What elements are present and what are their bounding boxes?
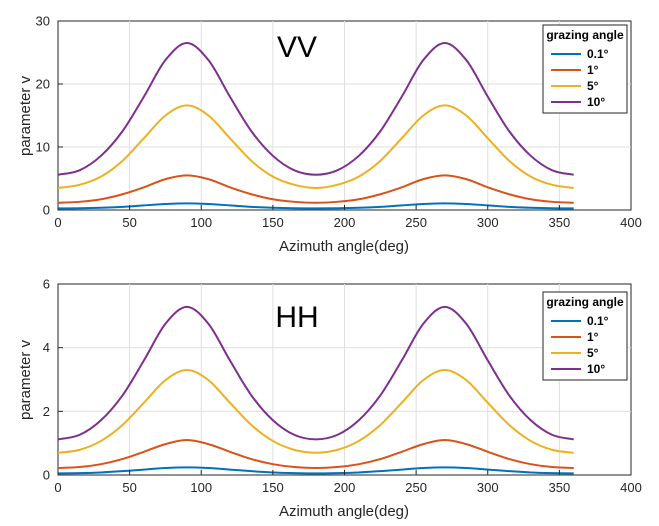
hh-series [57,305,574,475]
hh-y-tick-label: 4 [43,340,50,355]
vv-legend-label-4: 10° [587,95,605,109]
hh-series-line-4 [57,305,574,441]
vv-chart-title: VV [277,31,317,64]
vv-x-tick-label: 350 [549,215,571,230]
hh-chart-title: HH [275,301,318,334]
hh-x-tick-label: 400 [620,480,642,495]
vv-x-tick-label: 0 [54,215,61,230]
hh-ticks: 0 50 100 150 200 250 300 350 400 0 2 4 6 [43,277,642,496]
hh-panel: 0 50 100 150 200 250 300 350 400 0 2 4 6 HH Azimuth … [17,277,642,521]
hh-y-tick-label: 0 [43,468,50,483]
hh-x-tick-label: 150 [262,480,284,495]
vv-x-tick-label: 300 [477,215,499,230]
vv-series-line-4 [57,42,574,176]
vv-legend-label-3: 5° [587,79,599,93]
vv-x-tick-label: 50 [122,215,136,230]
vv-y-tick-label: 10 [36,140,50,155]
vv-x-tick-label: 250 [405,215,427,230]
hh-x-tick-label: 100 [190,480,212,495]
vv-series-line-3 [57,104,574,189]
vv-legend-entries: 0.1° 1° 5° 10° [551,47,609,109]
vv-y-tick-label: 30 [36,14,50,29]
hh-legend-label-3: 5° [587,346,599,360]
vv-y-tick-label: 0 [43,203,50,218]
hh-legend-entries: 0.1° 1° 5° 10° [551,314,609,376]
hh-x-axis-label: Azimuth angle(deg) [279,503,409,520]
hh-x-tick-label: 300 [477,480,499,495]
hh-legend-label-2: 1° [587,330,599,344]
vv-x-tick-label: 200 [334,215,356,230]
vv-legend: grazing angle 0.1° 1° 5° 10° [542,24,628,114]
hh-series-line-3 [57,368,574,454]
vv-panel: 0 50 100 150 200 250 300 350 400 0 10 20 30 VV Azimu… [17,14,642,256]
hh-legend: grazing angle 0.1° 1° 5° 10° [542,291,628,381]
hh-x-tick-label: 350 [549,480,571,495]
vv-legend-label-2: 1° [587,63,599,77]
hh-x-tick-label: 250 [405,480,427,495]
hh-x-tick-label: 200 [334,480,356,495]
hh-legend-label-1: 0.1° [587,314,609,328]
vv-y-axis-label: parameter v [17,75,34,156]
vv-y-tick-label: 20 [36,77,50,92]
hh-series-line-2 [57,438,574,470]
vv-legend-label-1: 0.1° [587,47,609,61]
hh-legend-label-4: 10° [587,362,605,376]
vv-x-tick-label: 400 [620,215,642,230]
hh-x-tick-label: 0 [54,480,61,495]
hh-y-axis-label: parameter v [17,339,34,420]
vv-ticks: 0 50 100 150 200 250 300 350 400 0 10 20 30 [36,14,642,231]
hh-y-tick-label: 6 [43,277,50,292]
vv-x-tick-label: 150 [262,215,284,230]
vv-series-line-2 [57,174,574,204]
hh-series-line-1 [57,466,574,475]
vv-legend-title: grazing angle [546,28,624,42]
hh-x-tick-label: 50 [122,480,136,495]
hh-y-tick-label: 2 [43,404,50,419]
vv-x-axis-label: Azimuth angle(deg) [279,238,409,255]
vv-x-tick-label: 100 [190,215,212,230]
hh-legend-title: grazing angle [546,295,624,309]
vv-series [57,42,574,210]
